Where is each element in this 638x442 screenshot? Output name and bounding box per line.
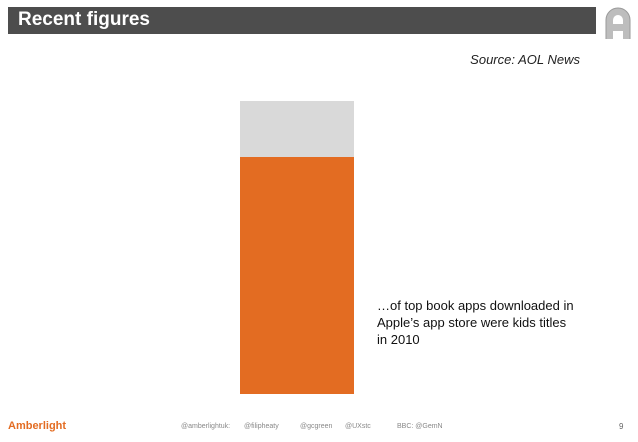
footer-link: @amberlightuk: — [181, 423, 231, 430]
source-note: Source: AOL News — [470, 52, 580, 67]
footer-link: BBC: @GemN — [397, 423, 443, 430]
amberlight-a-logo-icon — [603, 7, 633, 41]
stat-bar: 81% — [240, 101, 354, 440]
footer-brand: Amberlight — [8, 420, 67, 432]
page-number: 9 — [619, 422, 624, 431]
stat-bar-fill — [240, 156, 354, 394]
slide-title: Recent figures — [18, 9, 150, 30]
footer-link: @filipheaty — [244, 423, 279, 430]
footer-link: @gcgreen — [300, 423, 333, 430]
footer-links: @amberlightuk: @filipheaty @gcgreen @UXstc B… — [181, 423, 457, 430]
title-bar: Recent figures — [8, 7, 596, 34]
footer-link: @UXstc — [345, 423, 371, 430]
stat-value: 81% — [264, 404, 330, 440]
stat-caption: …of top book apps downloaded in Apple’s … — [377, 298, 574, 347]
